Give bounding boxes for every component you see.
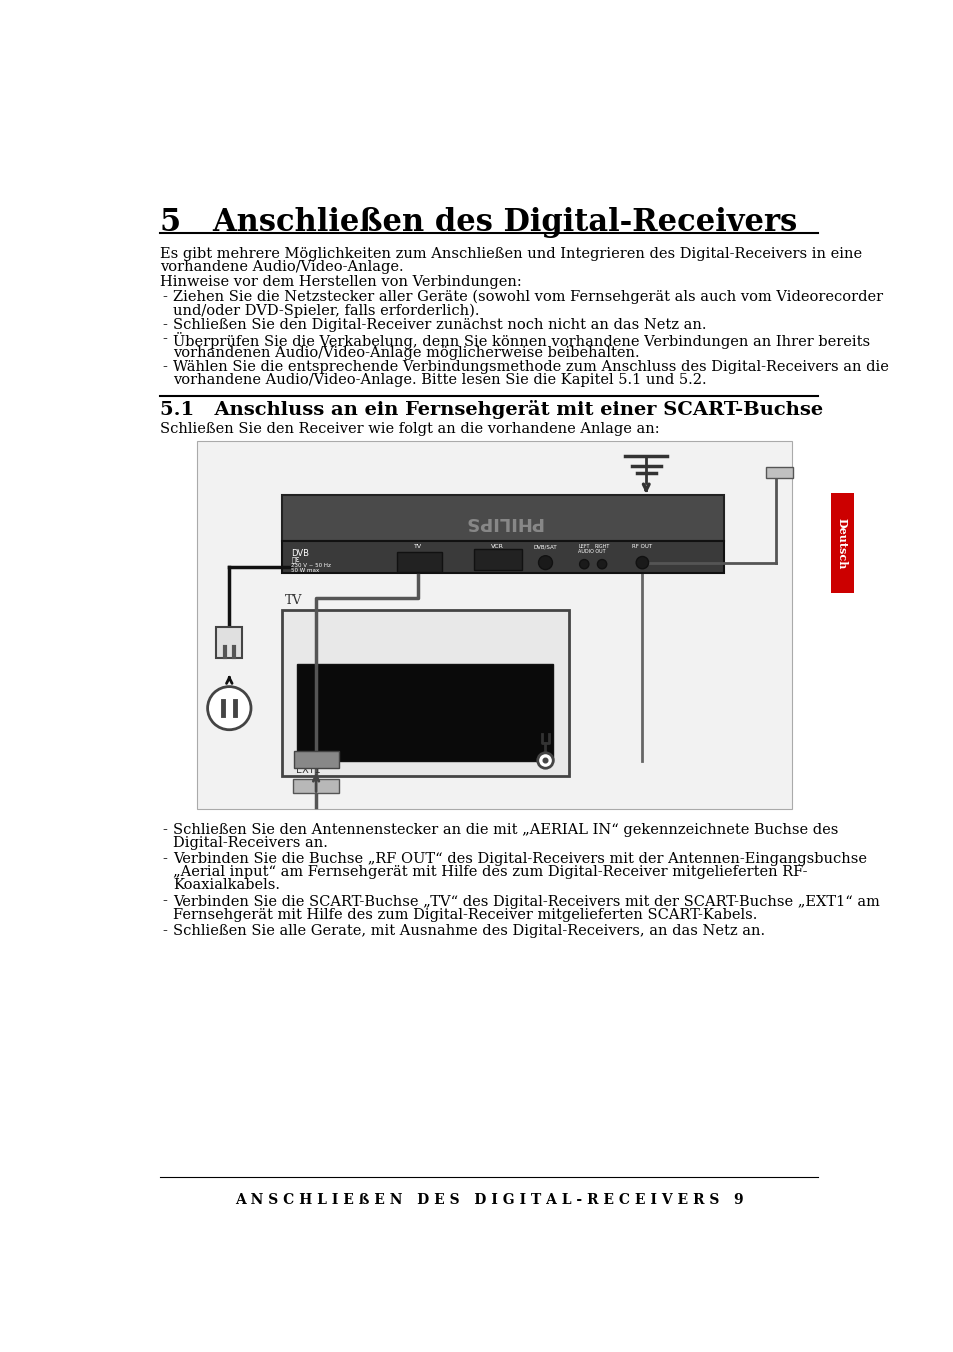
Text: vorhandenen Audio/Video-Anlage möglicherweise beibehalten.: vorhandenen Audio/Video-Anlage möglicher… — [173, 346, 639, 360]
Circle shape — [597, 560, 606, 569]
Circle shape — [208, 687, 251, 730]
Bar — [830, 493, 853, 594]
Circle shape — [537, 753, 553, 768]
Text: Es gibt mehrere Möglichkeiten zum Anschließen und Integrieren des Digital-Receiv: Es gibt mehrere Möglichkeiten zum Anschl… — [159, 247, 861, 261]
Text: TV: TV — [285, 595, 302, 607]
Text: Schließen Sie alle Gerate, mit Ausnahme des Digital-Receivers, an das Netz an.: Schließen Sie alle Gerate, mit Ausnahme … — [173, 923, 765, 938]
Text: vorhandene Audio/Video-Anlage.: vorhandene Audio/Video-Anlage. — [159, 260, 403, 274]
Text: Überprüfen Sie die Verkabelung, denn Sie können vorhandene Verbindungen an Ihrer: Überprüfen Sie die Verkabelung, denn Sie… — [173, 333, 870, 349]
Text: Ziehen Sie die Netzstecker aller Geräte (sowohl vom Fernsehgerät als auch vom Vi: Ziehen Sie die Netzstecker aller Geräte … — [173, 291, 882, 304]
Text: -: - — [162, 360, 168, 375]
Text: Verbinden Sie die Buchse „RF OUT“ des Digital-Receivers mit der Antennen-Eingang: Verbinden Sie die Buchse „RF OUT“ des Di… — [173, 852, 866, 867]
Circle shape — [542, 758, 547, 763]
Text: 5   Anschließen des Digital-Receivers: 5 Anschließen des Digital-Receivers — [159, 207, 796, 238]
Bar — [282, 541, 723, 573]
Text: vorhandene Audio/Video-Anlage. Bitte lesen Sie die Kapitel 5.1 und 5.2.: vorhandene Audio/Video-Anlage. Bitte les… — [173, 373, 706, 387]
Text: RIGHT: RIGHT — [594, 544, 609, 549]
Text: LEFT: LEFT — [578, 544, 589, 549]
Text: 230 V ~ 50 Hz: 230 V ~ 50 Hz — [291, 562, 331, 568]
Text: Fernsehgerät mit Hilfe des zum Digital-Receiver mitgelieferten SCART-Kabels.: Fernsehgerät mit Hilfe des zum Digital-R… — [173, 907, 757, 922]
Bar — [297, 664, 553, 761]
Text: VCR: VCR — [491, 544, 503, 549]
Bar — [282, 610, 568, 776]
Text: 50 W max: 50 W max — [291, 568, 319, 573]
Text: -: - — [162, 333, 168, 346]
Bar — [294, 752, 338, 768]
Text: DVB/SAT: DVB/SAT — [533, 544, 557, 549]
Text: -: - — [162, 852, 168, 867]
Bar — [474, 549, 521, 571]
Bar — [765, 468, 792, 479]
Bar — [196, 441, 791, 808]
Text: Hinweise vor dem Herstellen von Verbindungen:: Hinweise vor dem Herstellen von Verbindu… — [159, 276, 520, 289]
Text: Deutsch: Deutsch — [836, 518, 847, 569]
Text: TV: TV — [414, 544, 422, 549]
Text: Digital-Receivers an.: Digital-Receivers an. — [173, 836, 328, 850]
Circle shape — [636, 557, 648, 569]
Text: und/oder DVD-Spieler, falls erforderlich).: und/oder DVD-Spieler, falls erforderlich… — [173, 303, 479, 318]
Bar — [396, 552, 441, 572]
Text: Ⓒℇ: Ⓒℇ — [291, 557, 299, 562]
Bar — [293, 779, 339, 792]
Text: AUDIO OUT: AUDIO OUT — [578, 549, 605, 554]
Text: Verbinden Sie die SCART-Buchse „TV“ des Digital-Receivers mit der SCART-Buchse „: Verbinden Sie die SCART-Buchse „TV“ des … — [173, 895, 880, 909]
Text: -: - — [162, 823, 168, 837]
Bar — [282, 495, 723, 541]
Text: RF OUT: RF OUT — [632, 544, 652, 549]
Bar — [216, 627, 242, 658]
Text: Schließen Sie den Receiver wie folgt an die vorhandene Anlage an:: Schließen Sie den Receiver wie folgt an … — [159, 422, 659, 435]
Text: Schließen Sie den Antennenstecker an die mit „AERIAL IN“ gekennzeichnete Buchse : Schließen Sie den Antennenstecker an die… — [173, 823, 838, 837]
Text: „Aerial input“ am Fernsehgerät mit Hilfe des zum Digital-Receiver mitgelieferten: „Aerial input“ am Fernsehgerät mit Hilfe… — [173, 865, 807, 879]
Text: PHILIPS: PHILIPS — [463, 512, 541, 531]
Circle shape — [579, 560, 588, 569]
Text: Wählen Sie die entsprechende Verbindungsmethode zum Anschluss des Digital-Receiv: Wählen Sie die entsprechende Verbindungs… — [173, 360, 888, 375]
Text: -: - — [162, 291, 168, 304]
Text: 5.1   Anschluss an ein Fernsehgerät mit einer SCART-Buchse: 5.1 Anschluss an ein Fernsehgerät mit ei… — [159, 400, 821, 419]
Text: A N S C H L I E ß E N   D E S   D I G I T A L - R E C E I V E R S   9: A N S C H L I E ß E N D E S D I G I T A … — [234, 1192, 742, 1206]
Text: Schließen Sie den Digital-Receiver zunächst noch nicht an das Netz an.: Schließen Sie den Digital-Receiver zunäc… — [173, 318, 706, 331]
Text: -: - — [162, 895, 168, 909]
Text: -: - — [162, 318, 168, 331]
Text: EXT1: EXT1 — [295, 765, 320, 775]
Text: Koaxialkabels.: Koaxialkabels. — [173, 879, 280, 892]
Circle shape — [537, 556, 552, 569]
Text: -: - — [162, 923, 168, 938]
Text: DVB: DVB — [291, 549, 309, 558]
